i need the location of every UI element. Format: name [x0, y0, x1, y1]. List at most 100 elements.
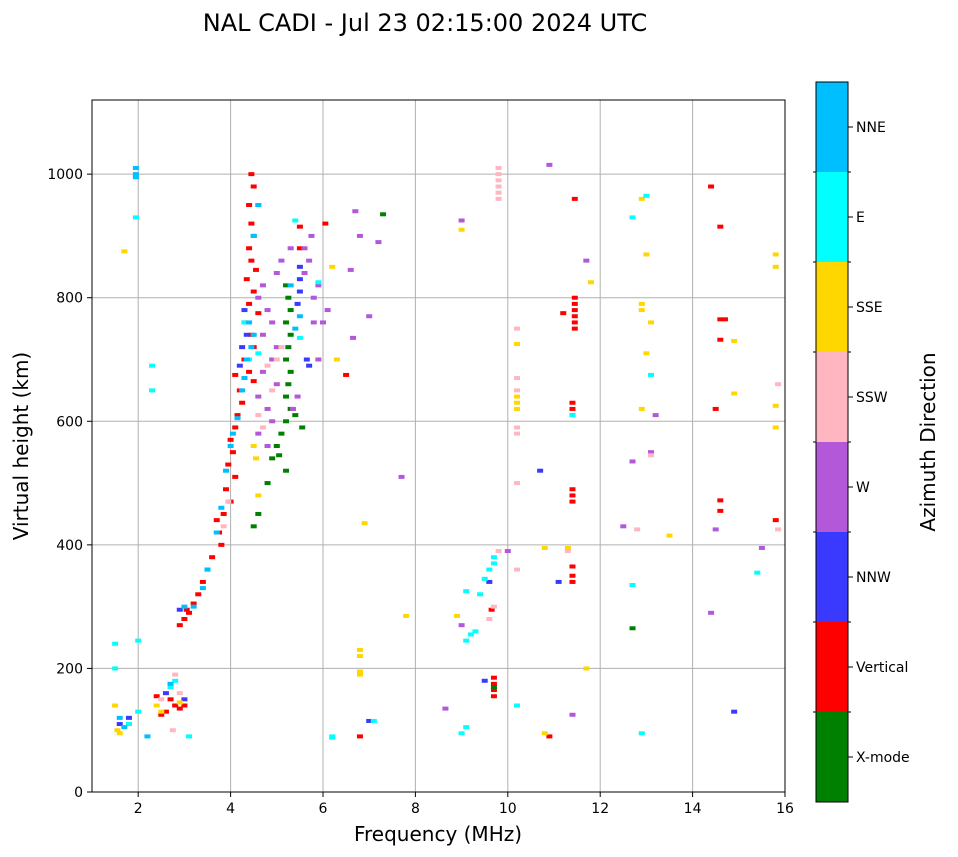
- point-nne: [292, 326, 299, 331]
- point-vertical: [343, 372, 350, 377]
- point-nnw: [306, 363, 313, 368]
- point-nnw: [296, 289, 303, 294]
- point-nne: [296, 314, 303, 319]
- point-w: [289, 406, 296, 411]
- x-tick-label: 4: [226, 801, 235, 817]
- point-vertical: [571, 295, 578, 300]
- point-vertical: [569, 400, 576, 405]
- point-w: [315, 283, 322, 288]
- point-nnw: [296, 264, 303, 269]
- point-ssw: [176, 691, 183, 696]
- point-ssw: [273, 357, 280, 362]
- point-w: [264, 444, 271, 448]
- point-sse: [583, 666, 590, 671]
- point-nne: [121, 725, 128, 730]
- point-w: [310, 320, 317, 325]
- point-vertical: [490, 688, 497, 693]
- colorbar-label-vertical: Vertical: [856, 660, 908, 676]
- point-vertical: [227, 437, 234, 442]
- point-x-mode: [283, 357, 290, 362]
- point-vertical: [250, 184, 257, 189]
- point-e: [135, 709, 142, 714]
- point-e: [186, 734, 193, 739]
- point-w: [287, 246, 294, 251]
- y-tick-label: 400: [56, 538, 83, 554]
- y-axis-ticks: 0 200 400 600 800 1000: [47, 167, 92, 801]
- point-e: [629, 583, 636, 588]
- colorbar-swatch-nnw: [816, 532, 848, 622]
- colorbar-label-x-mode: X-mode: [856, 750, 910, 766]
- point-x-mode: [292, 413, 299, 418]
- point-e: [125, 722, 132, 727]
- point-nnw: [239, 345, 246, 350]
- point-ssw: [259, 425, 266, 430]
- x-tick-label: 2: [134, 801, 143, 817]
- point-sse: [731, 391, 738, 396]
- point-sse: [121, 249, 128, 254]
- point-vertical: [490, 675, 497, 680]
- point-w: [264, 308, 271, 313]
- point-x-mode: [273, 444, 280, 448]
- point-nnw: [303, 357, 310, 362]
- point-ssw: [169, 728, 176, 733]
- point-vertical: [246, 203, 253, 208]
- point-sse: [329, 264, 336, 269]
- point-x-mode: [299, 425, 306, 430]
- point-w: [708, 610, 715, 615]
- point-ssw: [172, 672, 179, 677]
- point-w: [366, 314, 373, 319]
- point-sse: [356, 672, 363, 677]
- colorbar-label-nnw: NNW: [856, 570, 891, 586]
- point-x-mode: [285, 295, 292, 300]
- point-w: [264, 406, 271, 411]
- point-e: [241, 320, 248, 325]
- point-nne: [243, 357, 250, 362]
- colorbar-label: Azimuth Direction: [916, 352, 940, 531]
- point-w: [350, 335, 357, 340]
- point-nnw: [243, 332, 250, 337]
- point-vertical: [772, 518, 779, 523]
- point-w: [255, 431, 262, 436]
- point-nne: [241, 376, 248, 381]
- point-w: [259, 369, 266, 374]
- point-vertical: [712, 406, 719, 411]
- point-sse: [514, 400, 521, 405]
- point-vertical: [250, 379, 257, 384]
- point-ssw: [220, 524, 227, 529]
- point-e: [463, 725, 470, 730]
- point-nne: [287, 283, 294, 288]
- point-vertical: [490, 694, 497, 699]
- point-nnw: [366, 718, 373, 723]
- point-nnw: [555, 579, 562, 584]
- point-ssw: [158, 697, 165, 702]
- point-vertical: [717, 498, 724, 503]
- chart-title: NAL CADI - Jul 23 02:15:00 2024 UTC: [203, 9, 647, 37]
- point-w: [310, 295, 317, 300]
- y-tick-label: 800: [56, 291, 83, 307]
- point-vertical: [232, 474, 239, 479]
- x-tick-label: 6: [319, 801, 328, 817]
- y-tick-label: 1000: [47, 167, 83, 183]
- point-vertical: [172, 703, 179, 708]
- point-e: [648, 372, 655, 377]
- y-axis-label: Virtual height (km): [9, 352, 33, 541]
- point-vertical: [243, 277, 250, 282]
- point-w: [712, 527, 719, 532]
- point-nnw: [162, 691, 169, 696]
- point-sse: [356, 669, 363, 674]
- point-x-mode: [629, 626, 636, 631]
- point-vertical: [296, 224, 303, 229]
- point-x-mode: [285, 382, 292, 387]
- point-w: [504, 549, 511, 554]
- point-nne: [181, 604, 188, 609]
- point-nne: [250, 233, 257, 238]
- point-nne: [239, 388, 246, 393]
- point-w: [294, 394, 301, 399]
- point-sse: [514, 342, 521, 347]
- point-e: [569, 413, 576, 418]
- point-sse: [514, 406, 521, 411]
- point-w: [315, 357, 322, 362]
- point-ssw: [486, 617, 493, 621]
- point-vertical: [255, 311, 262, 316]
